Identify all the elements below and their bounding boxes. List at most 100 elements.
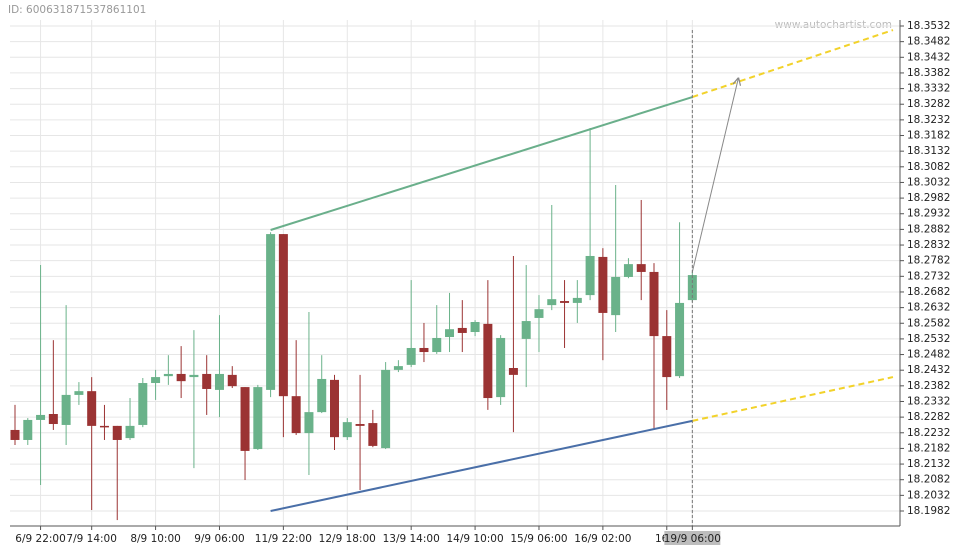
y-tick-label: 18.2432 bbox=[907, 364, 950, 376]
candle-body bbox=[572, 297, 582, 303]
channel-line bbox=[692, 376, 894, 422]
y-tick-label: 18.2482 bbox=[907, 349, 950, 361]
candle-body bbox=[138, 383, 148, 425]
x-tick-label: 16/9 02:00 bbox=[574, 533, 631, 545]
candle-body bbox=[457, 327, 467, 333]
candle-body bbox=[445, 329, 455, 338]
candle-body bbox=[87, 391, 97, 426]
y-tick-label: 18.2132 bbox=[907, 458, 950, 470]
candle-body bbox=[291, 396, 301, 434]
y-tick-label: 18.2932 bbox=[907, 208, 950, 220]
y-tick-label: 18.2332 bbox=[907, 395, 950, 407]
y-tick-label: 18.2082 bbox=[907, 474, 950, 486]
x-tick-label: 8/9 10:00 bbox=[130, 533, 181, 545]
candle-body bbox=[278, 234, 288, 397]
y-tick-label: 18.2982 bbox=[907, 192, 950, 204]
x-tick-label: 11/9 22:00 bbox=[255, 533, 312, 545]
x-tick-label: 9/9 06:00 bbox=[194, 533, 245, 545]
candle-body bbox=[675, 302, 685, 377]
x-tick-label: 6/9 22:00 bbox=[15, 533, 66, 545]
candle-body bbox=[61, 394, 71, 425]
chart-id: ID: 600631871537861101 bbox=[8, 4, 146, 16]
candle-body bbox=[99, 425, 109, 428]
candle-body bbox=[151, 377, 161, 384]
grid bbox=[10, 20, 900, 526]
x-tick-label: 13/9 14:00 bbox=[383, 533, 440, 545]
y-tick-label: 18.3032 bbox=[907, 176, 950, 188]
candle-body bbox=[649, 271, 659, 337]
y-tick-label: 18.2832 bbox=[907, 239, 950, 251]
y-tick-label: 18.2182 bbox=[907, 442, 950, 454]
candle-body bbox=[355, 424, 365, 426]
watermark: www.autochartist.com bbox=[775, 19, 892, 31]
candle-body bbox=[598, 256, 608, 313]
channel-line bbox=[692, 29, 894, 98]
candle-body bbox=[240, 387, 250, 451]
candle-body bbox=[163, 373, 173, 377]
candle-body bbox=[547, 299, 557, 306]
candle-body bbox=[560, 301, 570, 303]
candle-body bbox=[381, 369, 391, 449]
y-tick-label: 18.2882 bbox=[907, 223, 950, 235]
candle-body bbox=[189, 374, 199, 378]
y-tick-label: 18.2682 bbox=[907, 286, 950, 298]
x-tick-label: 14/9 10:00 bbox=[446, 533, 503, 545]
y-tick-label: 18.3232 bbox=[907, 114, 950, 126]
candle-body bbox=[419, 347, 429, 353]
candle-body bbox=[48, 414, 58, 425]
y-tick-label: 18.3482 bbox=[907, 36, 950, 48]
candle-body bbox=[112, 425, 122, 440]
channel-line bbox=[270, 419, 693, 512]
y-tick-label: 18.3082 bbox=[907, 161, 950, 173]
candle-body bbox=[483, 323, 493, 399]
y-tick-label: 18.2232 bbox=[907, 427, 950, 439]
plot bbox=[10, 29, 894, 521]
candle-body bbox=[521, 321, 531, 339]
candle-body bbox=[125, 425, 135, 439]
y-tick-label: 18.3432 bbox=[907, 51, 950, 63]
y-tick-label: 18.2782 bbox=[907, 255, 950, 267]
candle-body bbox=[317, 378, 327, 413]
x-tick-label: 19/9 06:00 bbox=[664, 533, 721, 545]
candle-body bbox=[304, 412, 314, 434]
x-tick-label: 12/9 18:00 bbox=[319, 533, 376, 545]
candle-body bbox=[36, 414, 46, 420]
candle-body bbox=[393, 366, 403, 370]
y-tick-label: 18.2732 bbox=[907, 270, 950, 282]
candle-body bbox=[611, 276, 621, 316]
x-tick-label: 15/9 06:00 bbox=[510, 533, 567, 545]
candle-body bbox=[342, 422, 352, 438]
candle-body bbox=[330, 379, 339, 438]
y-tick-label: 18.1982 bbox=[907, 505, 950, 517]
candle-body bbox=[253, 387, 263, 450]
candle-body bbox=[202, 373, 212, 389]
y-tick-label: 18.2282 bbox=[907, 411, 950, 423]
candle-body bbox=[432, 337, 442, 353]
candle-body bbox=[74, 391, 84, 395]
y-tick-label: 18.3182 bbox=[907, 130, 950, 142]
x-tick-label: 7/9 14:00 bbox=[66, 533, 117, 545]
y-tick-label: 18.2382 bbox=[907, 380, 950, 392]
forecast-arrow bbox=[691, 78, 738, 273]
y-tick-label: 18.3132 bbox=[907, 145, 950, 157]
candle-body bbox=[585, 255, 595, 296]
candle-body bbox=[214, 373, 224, 390]
y-tick-label: 18.2032 bbox=[907, 489, 950, 501]
candle-body bbox=[406, 347, 416, 365]
candle-body bbox=[10, 429, 20, 440]
candle-body bbox=[636, 264, 646, 272]
candle-body bbox=[470, 322, 480, 333]
candle-body bbox=[23, 419, 33, 440]
y-tick-label: 18.3532 bbox=[907, 20, 950, 32]
y-tick-label: 18.2582 bbox=[907, 317, 950, 329]
y-tick-label: 18.3382 bbox=[907, 67, 950, 79]
candle-body bbox=[534, 309, 544, 318]
candle-body bbox=[176, 373, 186, 382]
y-tick-label: 18.2632 bbox=[907, 302, 950, 314]
candle-body bbox=[266, 234, 276, 390]
candle-body bbox=[496, 337, 506, 398]
candle-body bbox=[368, 423, 378, 446]
y-tick-label: 18.3282 bbox=[907, 98, 950, 110]
x-label-highlight bbox=[664, 531, 721, 545]
